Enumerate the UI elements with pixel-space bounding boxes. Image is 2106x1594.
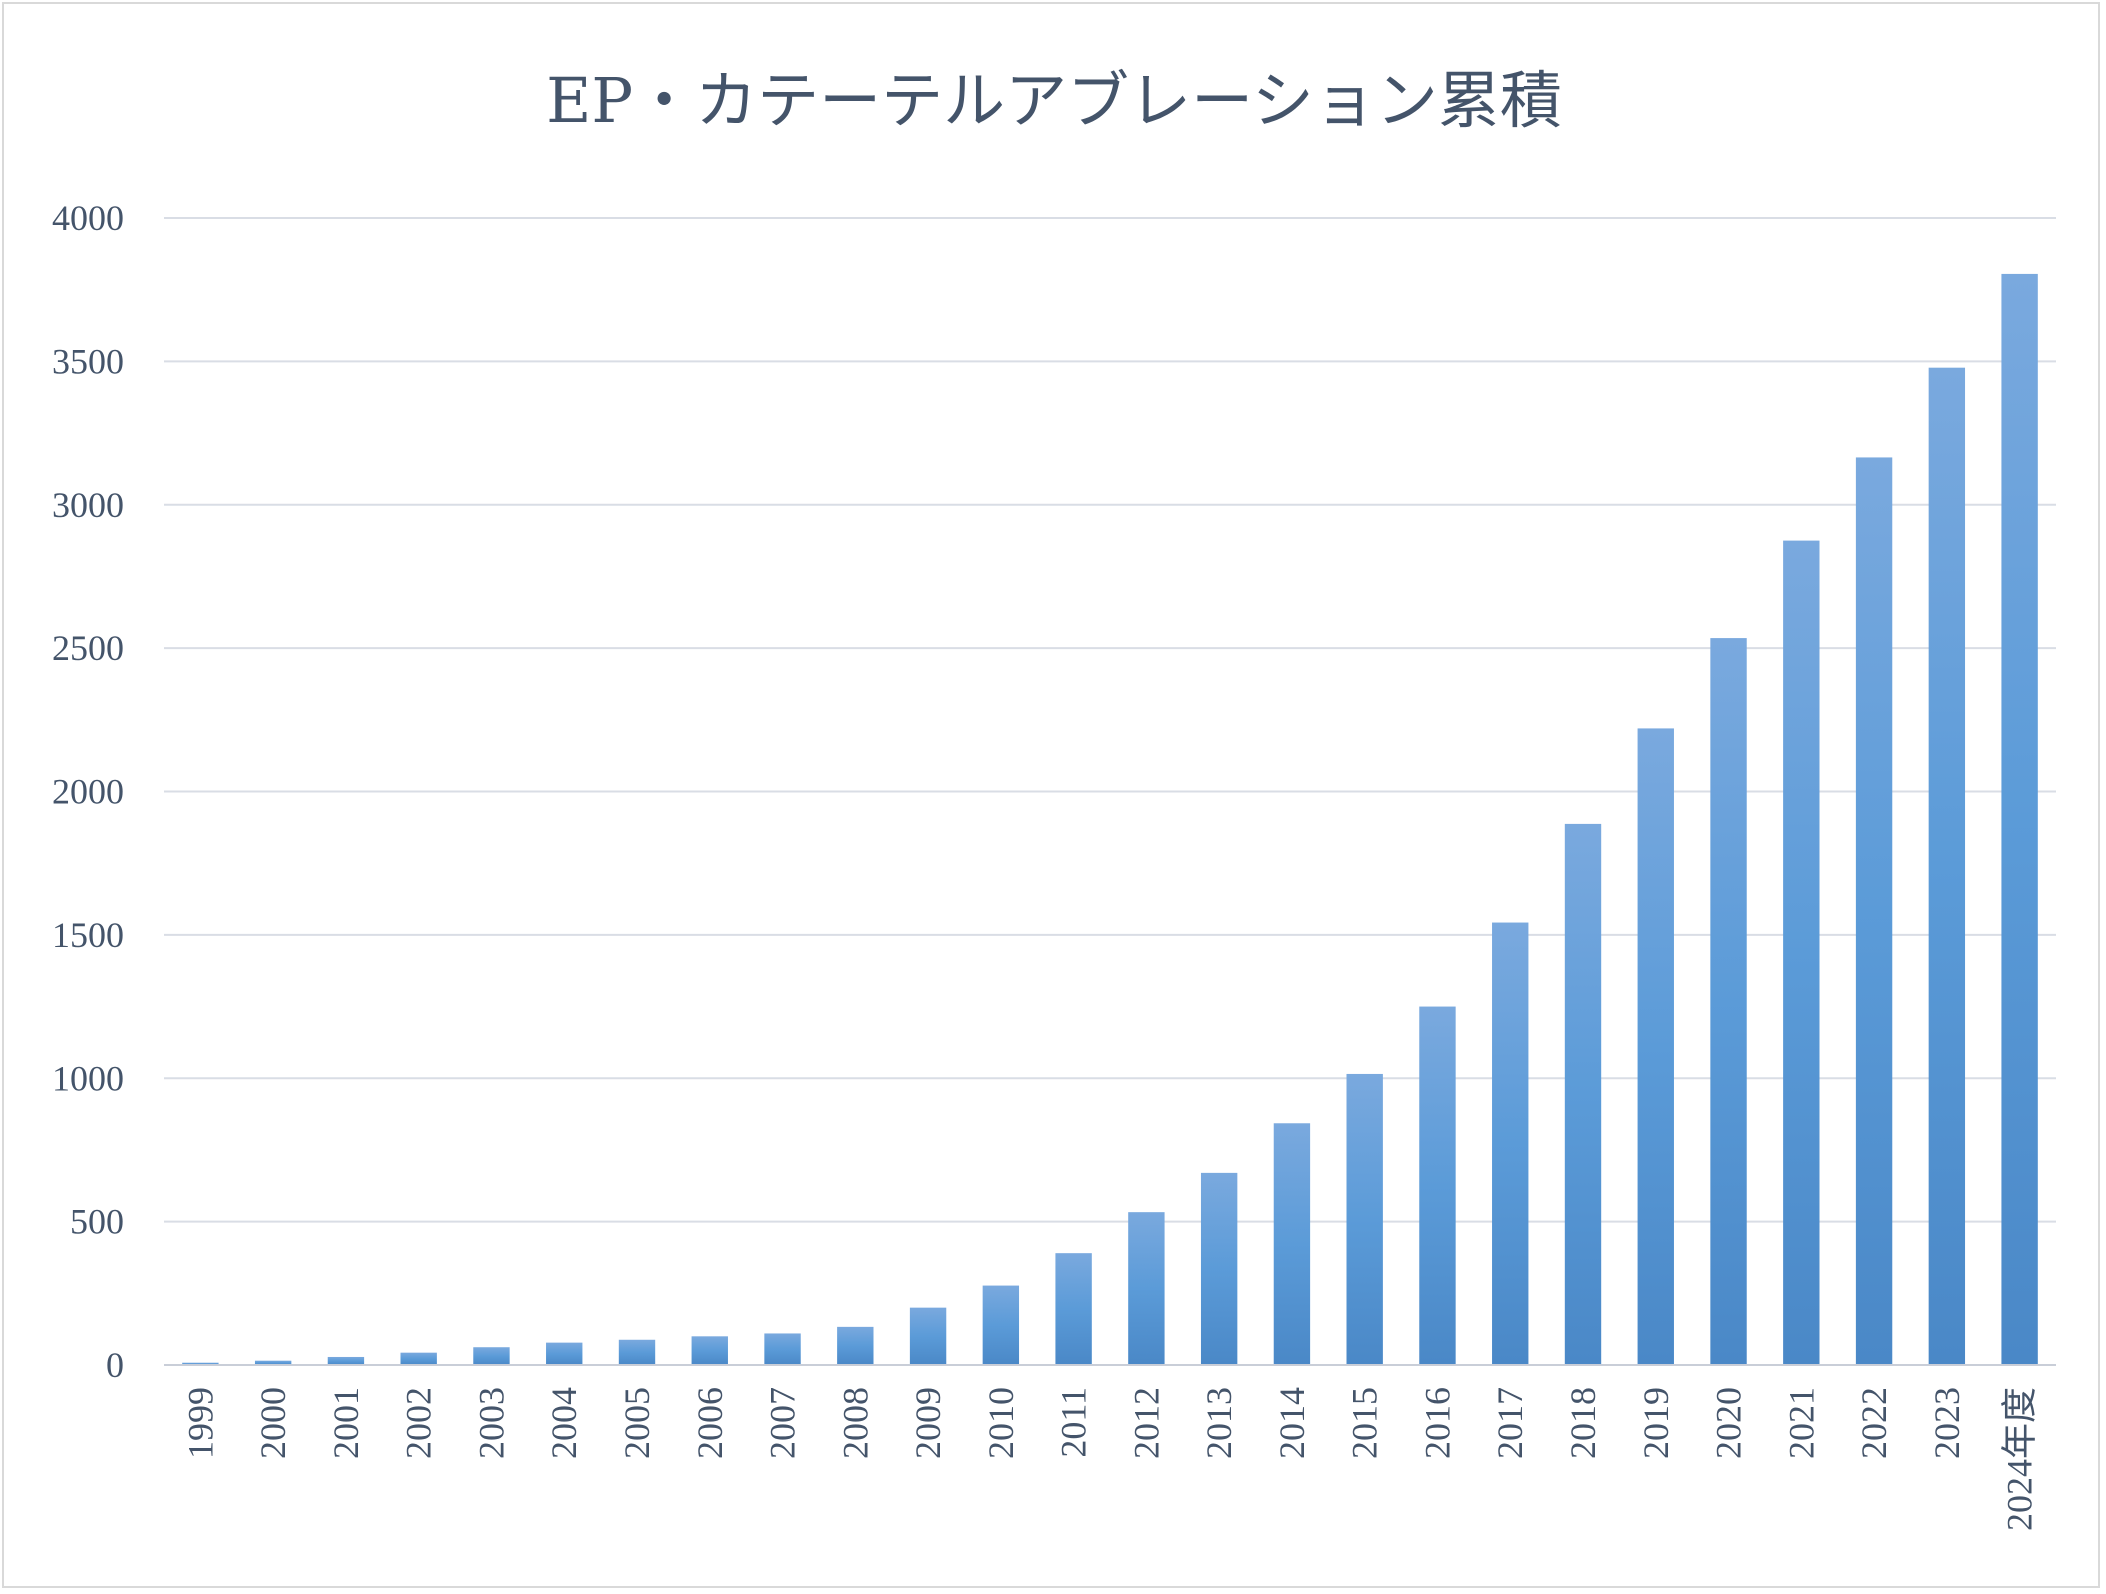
x-tick-label: 2019 [1636, 1387, 1676, 1459]
bar-2011 [1055, 1253, 1092, 1365]
x-tick-label: 2013 [1199, 1387, 1239, 1459]
y-tick-label: 1000 [52, 1058, 124, 1098]
y-tick-label: 1500 [52, 915, 124, 955]
bar-2000 [254, 1360, 292, 1365]
bars [182, 273, 2038, 1366]
chart-svg: EP・カテーテルアブレーション累積 0 500 1000 1500 2000 2500 30… [52, 64, 2056, 1531]
x-tick-label: 2007 [763, 1387, 803, 1459]
y-tick-label: 2500 [52, 628, 124, 668]
bar-2014 [1273, 1123, 1311, 1365]
bar-2005 [618, 1339, 656, 1365]
x-tick-label: 2014 [1272, 1387, 1312, 1459]
gridlines [164, 217, 2056, 1223]
chart-title: EP・カテーテルアブレーション累積 [546, 64, 1562, 137]
bar-2017 [1492, 922, 1529, 1365]
y-tick-label: 3500 [52, 341, 124, 381]
bar-2003 [473, 1347, 510, 1365]
x-tick-label: 2004 [544, 1387, 584, 1459]
x-tick-label: 2005 [617, 1387, 657, 1459]
x-axis-ticks: 1999 2000 2001 2002 2003 2004 2005 2006 2007 2008… [180, 1387, 2039, 1531]
bar-1999 [182, 1362, 219, 1365]
x-tick-label: 2020 [1709, 1387, 1749, 1459]
x-tick-label: 2021 [1781, 1387, 1821, 1459]
bar-2004 [546, 1342, 583, 1365]
x-tick-label: 2015 [1345, 1387, 1385, 1459]
x-tick-label: 2022 [1854, 1387, 1894, 1459]
x-tick-label: 2001 [326, 1387, 366, 1459]
bar-2023 [1928, 367, 1966, 1366]
bar-2009 [909, 1307, 947, 1365]
y-tick-label: 3000 [52, 485, 124, 525]
bar-2010 [982, 1285, 1020, 1365]
bar-2006 [691, 1336, 728, 1365]
y-tick-label: 4000 [52, 198, 124, 238]
y-tick-label: 2000 [52, 772, 124, 812]
x-tick-label: 2018 [1563, 1387, 1603, 1459]
x-tick-label: 2023 [1927, 1387, 1967, 1459]
y-tick-label: 0 [106, 1345, 124, 1385]
bar-2002 [400, 1352, 437, 1365]
x-tick-label: 1999 [180, 1387, 220, 1459]
y-tick-label: 500 [70, 1202, 124, 1242]
bar-2021 [1783, 540, 1820, 1365]
bar-2024年度 [2001, 273, 2038, 1365]
bar-2022 [1855, 457, 1893, 1365]
bar-2018 [1564, 823, 1602, 1365]
x-tick-label: 2000 [253, 1387, 293, 1459]
x-tick-label: 2011 [1054, 1387, 1094, 1458]
bar-2020 [1710, 638, 1747, 1365]
bar-2007 [764, 1333, 801, 1365]
bar-2016 [1419, 1006, 1456, 1365]
x-tick-label: 2016 [1417, 1387, 1457, 1459]
bar-2008 [837, 1326, 874, 1365]
bar-2013 [1200, 1172, 1238, 1365]
x-tick-label: 2024年度 [2000, 1387, 2040, 1531]
bar-2001 [327, 1356, 365, 1365]
x-tick-label: 2008 [835, 1387, 875, 1459]
x-tick-label: 2009 [908, 1387, 948, 1459]
bar-2015 [1346, 1073, 1383, 1365]
x-tick-label: 2012 [1126, 1387, 1166, 1459]
x-tick-label: 2017 [1490, 1387, 1530, 1459]
x-tick-label: 2006 [690, 1387, 730, 1459]
bar-2019 [1637, 728, 1674, 1365]
x-tick-label: 2002 [399, 1387, 439, 1459]
bar-2012 [1128, 1212, 1165, 1365]
x-tick-label: 2010 [981, 1387, 1021, 1459]
y-axis-ticks: 0 500 1000 1500 2000 2500 3000 3500 4000 [52, 198, 124, 1385]
x-tick-label: 2003 [471, 1387, 511, 1459]
